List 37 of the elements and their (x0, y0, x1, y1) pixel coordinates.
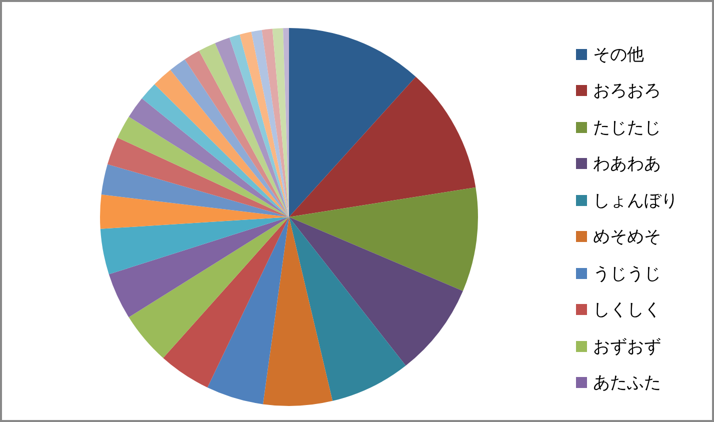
pie-slice (262, 28, 289, 217)
legend-label: めそめそ (593, 226, 661, 248)
pie-slice (142, 84, 289, 217)
legend-label: その他 (593, 44, 644, 66)
pie-slice (100, 217, 289, 274)
pie-slice (117, 116, 289, 217)
legend-label: うじうじ (593, 262, 661, 285)
pie-slice (289, 217, 463, 366)
pie-slice (289, 28, 416, 217)
pie-slice (184, 50, 289, 217)
legend-label: わあわあ (593, 153, 661, 176)
pie-slice (207, 217, 289, 404)
pie-slice (289, 187, 478, 291)
pie-slice (215, 38, 289, 217)
pie-slice (100, 194, 289, 229)
legend-label: おずおず (593, 336, 661, 358)
pie-slice (108, 217, 289, 318)
pie-slice (289, 76, 476, 217)
legend-label: おろおろ (593, 80, 661, 102)
pie-slice (198, 43, 289, 217)
legend-label: しょんぼり (593, 190, 678, 212)
pie-slice (229, 34, 289, 217)
pie-slice (262, 217, 333, 406)
pie-slice (272, 28, 289, 217)
pie-slice (170, 59, 289, 217)
legend-label: たじたじ (593, 116, 661, 139)
pie-slice (289, 217, 406, 401)
legend-label: あたふた (593, 372, 661, 394)
pie-slice (154, 70, 289, 217)
pie-slice (101, 164, 289, 217)
pie-slice (163, 217, 289, 388)
pie-slice (128, 98, 289, 217)
pie-slice (240, 32, 289, 217)
pie-slice (108, 138, 289, 217)
legend-label: しくしく (593, 299, 661, 322)
pie-slice (251, 30, 289, 217)
pie-slice (128, 217, 289, 358)
